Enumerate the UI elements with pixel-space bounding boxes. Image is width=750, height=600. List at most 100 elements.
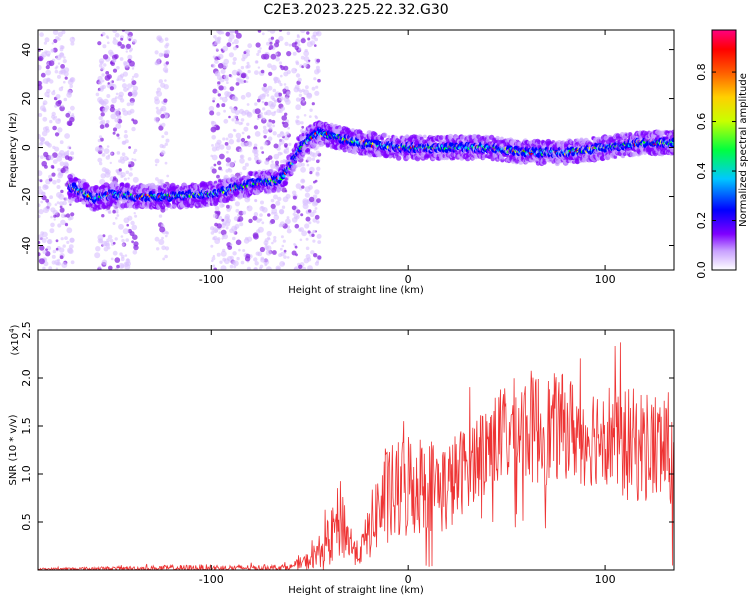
spectrogram-noise-point — [117, 136, 121, 140]
spectrogram-noise-point — [127, 161, 132, 165]
spectrogram-noise-point — [131, 78, 135, 81]
spectrogram-noise-point — [226, 204, 230, 209]
spectrogram-noise-point — [267, 85, 273, 91]
spectrogram-noise-point — [225, 31, 231, 37]
spectrogram-noise-point — [157, 58, 161, 61]
spectrogram-noise-point — [235, 82, 240, 86]
spectrogram-noise-point — [286, 51, 292, 57]
spectrogram-noise-point — [120, 37, 124, 41]
spectrogram-noise-point — [99, 85, 105, 90]
chart-title: C2E3.2023.225.22.32.G30 — [263, 2, 448, 18]
spectrogram-noise-point — [158, 52, 164, 57]
spectrogram-noise-point — [235, 32, 242, 39]
spectrogram-noise-point — [60, 237, 64, 241]
spectrogram-noise-point — [316, 260, 320, 264]
spectrogram-noise-point — [164, 234, 168, 238]
spectrogram-noise-point — [125, 170, 130, 175]
spectrogram-noise-point — [257, 66, 261, 69]
spectrogram-noise-point — [124, 130, 128, 134]
spectrogram-noise-point — [46, 53, 51, 57]
spectrogram-noise-point — [214, 70, 221, 77]
spectrogram-noise-point — [164, 69, 169, 74]
spectrogram-noise-point — [158, 239, 165, 245]
spectrogram-noise-point — [121, 238, 125, 243]
spectrogram-noise-point — [133, 158, 137, 162]
spectrogram-noise-point — [238, 148, 243, 153]
spectrogram-noise-point — [254, 102, 258, 106]
spectrogram-noise-point — [112, 39, 119, 45]
spectrogram-noise-point — [246, 103, 250, 106]
spectrogram-noise-point — [57, 31, 63, 37]
spectrogram-noise-point — [129, 49, 132, 53]
spectrogram-noise-point — [254, 70, 259, 75]
spectrogram-noise-point — [263, 83, 267, 88]
spectrogram-noise-point — [242, 53, 248, 59]
spectrogram-noise-point — [262, 93, 266, 98]
spectrogram-noise-point — [237, 213, 240, 217]
spectrogram-noise-point — [54, 146, 60, 152]
spectrogram-noise-point — [279, 247, 283, 251]
spectrogram-noise-point — [310, 40, 316, 46]
spectrogram-noise-point — [58, 86, 64, 92]
spectrogram-noise-point — [222, 233, 228, 240]
spectrogram-noise-point — [307, 209, 312, 213]
spectrogram-noise-point — [59, 205, 63, 209]
spectrogram-noise-point — [217, 36, 222, 41]
spectrogram-noise-point — [42, 126, 48, 132]
spectrogram-noise-point — [291, 42, 297, 48]
spectrogram-noise-point — [56, 192, 62, 198]
spectrogram-noise-point — [160, 105, 167, 112]
spectrogram-noise-point — [59, 247, 65, 253]
spectrogram-noise-point — [260, 256, 265, 261]
spectrogram-noise-point — [262, 128, 269, 135]
spectrogram-noise-point — [56, 178, 61, 183]
spectrogram-noise-point — [263, 258, 270, 265]
spectrogram-noise-point — [59, 140, 64, 145]
spectrogram-noise-point — [155, 163, 158, 167]
spectrogram-noise-point — [274, 92, 279, 98]
spectrogram-noise-point — [316, 166, 321, 171]
spectrogram-noise-point — [240, 94, 246, 100]
spectrogram-noise-point — [46, 88, 51, 94]
spectrogram-noise-point — [225, 169, 229, 173]
spectrogram-noise-point — [279, 209, 284, 215]
spectrogram-noise-point — [211, 63, 216, 68]
spectrogram-noise-point — [161, 245, 166, 251]
spectrogram-noise-point — [279, 221, 285, 227]
spectrogram-noise-point — [131, 126, 136, 132]
spectrogram-noise-point — [49, 119, 53, 124]
spectrogram-noise-point — [278, 109, 283, 113]
spectrogram-ridge-core — [282, 174, 286, 178]
spectrogram-noise-point — [109, 86, 114, 91]
spectrogram-noise-point — [259, 218, 263, 222]
spectrogram-noise-point — [117, 74, 124, 81]
spectrogram-noise-point — [40, 141, 44, 145]
spectrogram-noise-point — [226, 145, 231, 151]
spectrogram-noise-point — [57, 172, 63, 179]
spectrogram-noise-point — [125, 50, 128, 53]
spectrogram-noise-point — [42, 184, 49, 191]
spectrogram-noise-point — [225, 137, 229, 141]
spectrogram-noise-point — [51, 91, 56, 96]
spectrogram-noise-point — [303, 56, 310, 62]
spectrogram-noise-point — [98, 115, 103, 121]
spectrogram-noise-point — [269, 41, 273, 45]
spectrogram-noise-point — [230, 107, 237, 114]
spectrogram-noise-point — [283, 96, 290, 103]
spectrogram-noise-point — [227, 133, 234, 139]
spectrogram-noise-point — [314, 207, 318, 210]
spectrogram-noise-point — [126, 258, 130, 262]
spectrogram-noise-point — [101, 167, 107, 173]
spectrogram-noise-point — [297, 43, 301, 47]
spectrogram-noise-point — [216, 90, 219, 94]
spectrogram-noise-point — [108, 265, 113, 270]
spectrogram-noise-point — [101, 153, 106, 157]
spectrogram-noise-point — [45, 198, 50, 203]
spectrogram-noise-point — [115, 169, 119, 173]
spectrogram-noise-point — [95, 92, 100, 97]
spectrogram-noise-point — [282, 262, 286, 265]
spectrogram-noise-point — [273, 214, 280, 221]
spectrogram-noise-point — [39, 245, 45, 251]
spectrogram-noise-point — [240, 155, 244, 159]
spectrogram-noise-point — [236, 78, 241, 83]
